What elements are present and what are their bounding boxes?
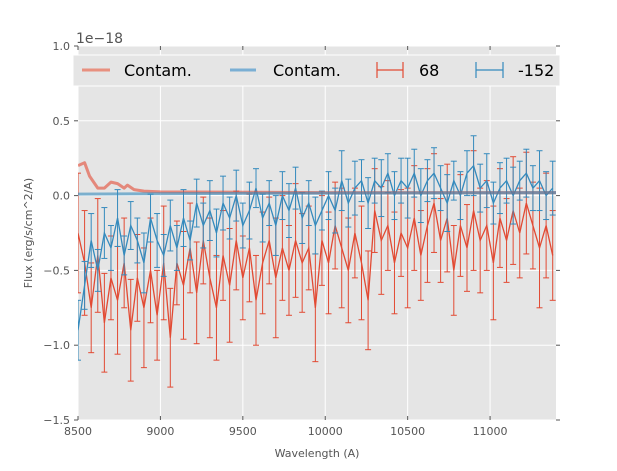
y-axis-label: Flux (erg/s/cm^2/A) <box>22 178 35 288</box>
y-tick-label: 0.5 <box>53 115 71 128</box>
x-tick-label: 8500 <box>64 425 92 438</box>
offset-text: 1e−18 <box>76 31 123 47</box>
legend-label: Contam. <box>124 61 192 80</box>
x-tick-label: 9000 <box>146 425 174 438</box>
y-tick-label: −1.5 <box>43 414 70 427</box>
legend: Contam. Contam. 68 -152 <box>72 54 561 87</box>
x-tick-label: 11000 <box>473 425 508 438</box>
y-tick-label: 1.0 <box>53 40 71 53</box>
legend-label: -152 <box>518 61 554 80</box>
x-axis-label: Wavelength (A) <box>275 447 360 460</box>
x-tick-label: 9500 <box>229 425 257 438</box>
y-tick-label: −1.0 <box>43 339 70 352</box>
legend-errorbar-blue <box>475 62 504 78</box>
plot-series <box>78 135 556 388</box>
series-line <box>78 202 554 338</box>
ticks: 8500 9000 9500 10000 10500 11000 −1.5 −1.0 −0.5 0… <box>43 40 560 438</box>
y-tick-label: 0.0 <box>53 190 71 203</box>
y-tick-label: −0.5 <box>43 264 70 277</box>
plot-background <box>78 46 556 420</box>
legend-label: Contam. <box>273 61 341 80</box>
x-tick-label: 10000 <box>308 425 343 438</box>
legend-errorbar-red <box>376 62 404 78</box>
series-line <box>78 164 554 331</box>
contam-line <box>78 191 556 196</box>
contam-line <box>78 161 556 195</box>
series--152 <box>78 135 556 361</box>
legend-label: 68 <box>419 61 439 80</box>
x-tick-label: 10500 <box>390 425 425 438</box>
